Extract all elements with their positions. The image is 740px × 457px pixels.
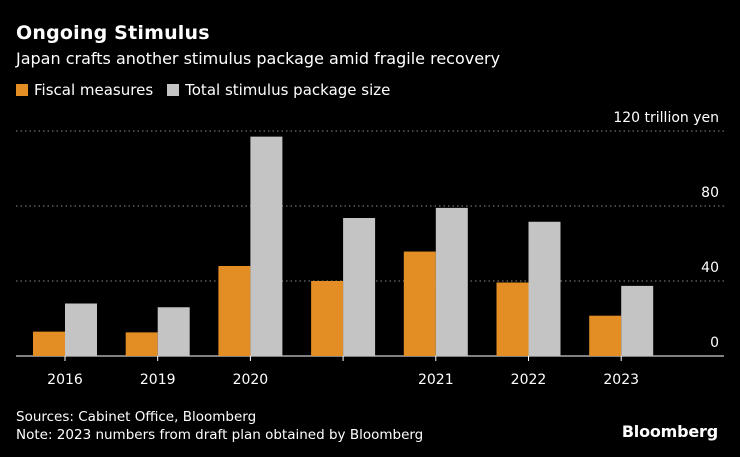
x-tick-label: 2022 [511,372,547,388]
sources-text: Sources: Cabinet Office, Bloomberg [16,409,257,425]
chart-subtitle: Japan crafts another stimulus package am… [16,49,501,68]
x-tick-label: 2021 [418,372,454,388]
legend-swatch-fiscal [16,84,28,96]
bar-fiscal [311,281,344,356]
note-text: Note: 2023 numbers from draft plan obtai… [16,427,424,443]
x-tick-label: 2016 [47,372,83,388]
bar-fiscal [125,332,158,356]
chart-title: Ongoing Stimulus [16,22,210,44]
bar-total [435,207,468,356]
x-tick-label: 2023 [603,372,639,388]
legend-label-total: Total stimulus package size [185,81,391,99]
bloomberg-logo: Bloomberg [621,422,718,441]
x-tick-label: 2020 [233,372,269,388]
bar-fiscal [403,251,436,356]
bar-total [157,307,190,356]
footer: Sources: Cabinet Office, Bloomberg Note:… [16,408,423,444]
legend-label-fiscal: Fiscal measures [34,81,154,99]
bar-total [65,303,97,356]
bar-total [621,285,654,356]
x-tick-label: 2019 [140,372,176,388]
y-tick-label: 120 trillion yen [613,110,719,126]
legend-item-total: Total stimulus package size [167,81,390,99]
bar-fiscal [496,282,529,356]
bar-fiscal [33,331,65,356]
bar-total [343,218,376,356]
y-tick-label: 0 [710,335,719,351]
legend: Fiscal measures Total stimulus package s… [16,81,404,99]
bar-fiscal [589,315,622,356]
legend-item-fiscal: Fiscal measures [16,81,153,99]
y-tick-label: 40 [701,260,719,276]
bar-total [250,136,283,356]
bar-fiscal [218,266,251,356]
bar-total [528,221,561,356]
legend-swatch-total [167,84,180,96]
y-tick-label: 80 [701,185,719,201]
